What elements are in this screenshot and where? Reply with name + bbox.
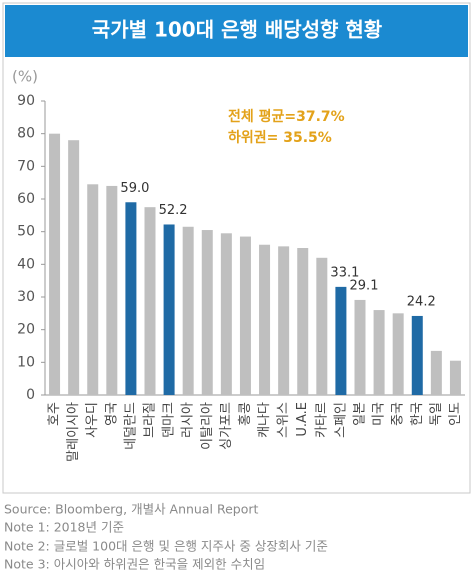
bar bbox=[49, 133, 61, 395]
x-tick-label: 홍콩 bbox=[238, 402, 253, 426]
y-tick-label: 70 bbox=[17, 158, 35, 174]
note: Note 3: 아시아와 하위권은 한국을 제외한 수치임 bbox=[4, 557, 265, 572]
bar bbox=[125, 202, 137, 395]
bar bbox=[144, 207, 156, 395]
bar bbox=[106, 185, 118, 395]
data-label: 24.2 bbox=[407, 294, 436, 309]
bar bbox=[68, 140, 80, 395]
y-tick-label: 20 bbox=[17, 322, 35, 338]
bar bbox=[430, 350, 442, 395]
y-tick-label: 10 bbox=[17, 354, 35, 370]
y-tick-label: 60 bbox=[17, 191, 35, 207]
x-tick-label: 카타르 bbox=[314, 402, 329, 438]
title-bar bbox=[5, 5, 468, 57]
bar bbox=[220, 233, 232, 395]
bar bbox=[316, 257, 328, 395]
x-tick-label: 호주 bbox=[47, 402, 62, 426]
bar bbox=[411, 315, 423, 395]
x-tick-label: 이탈리아 bbox=[200, 402, 215, 450]
x-tick-label: 중국 bbox=[391, 402, 406, 426]
bar bbox=[297, 248, 309, 395]
y-tick-label: 0 bbox=[26, 387, 35, 403]
bar bbox=[335, 286, 347, 395]
bar bbox=[87, 184, 99, 395]
chart-title: 국가별 100대 은행 배당성향 현황 bbox=[92, 18, 383, 42]
chart-frame bbox=[2, 2, 471, 494]
bar bbox=[163, 224, 175, 395]
data-label: 59.0 bbox=[120, 181, 149, 196]
x-tick-label: 덴마크 bbox=[162, 402, 177, 438]
data-label: 29.1 bbox=[350, 278, 379, 293]
y-tick-label: 90 bbox=[17, 93, 35, 109]
bar bbox=[259, 244, 271, 395]
x-tick-label: 인도 bbox=[448, 402, 463, 426]
x-tick-label: 스페인 bbox=[333, 402, 348, 438]
x-tick-label: 러시아 bbox=[181, 402, 196, 438]
bar bbox=[239, 236, 251, 395]
y-tick-label: 80 bbox=[17, 126, 35, 142]
bar bbox=[278, 246, 290, 395]
bar bbox=[201, 230, 213, 395]
x-tick-label: 한국 bbox=[410, 402, 425, 426]
x-tick-label: 캐나다 bbox=[257, 402, 272, 438]
data-label: 33.1 bbox=[330, 265, 359, 280]
x-tick-label: 일본 bbox=[353, 402, 368, 426]
x-tick-label: 독일 bbox=[429, 402, 444, 426]
y-tick-label: 30 bbox=[17, 289, 35, 305]
x-tick-label: 영국 bbox=[104, 402, 119, 426]
x-tick-label: 싱가포르 bbox=[219, 402, 234, 450]
x-tick-label: U.A.E bbox=[295, 402, 310, 437]
x-tick-label: 미국 bbox=[372, 402, 387, 426]
annotation: 전체 평균=37.7% bbox=[228, 108, 345, 125]
note: Note 1: 2018년 기준 bbox=[4, 520, 124, 535]
y-tick-label: 50 bbox=[17, 224, 35, 240]
bar bbox=[354, 299, 366, 395]
bar bbox=[392, 313, 404, 395]
note: Note 2: 글로벌 100대 은행 및 은행 지주사 중 상장회사 기준 bbox=[4, 539, 328, 554]
annotation: 하위권= 35.5% bbox=[228, 129, 332, 146]
x-tick-label: 사우디 bbox=[85, 402, 100, 438]
data-label: 52.2 bbox=[159, 203, 188, 218]
bar bbox=[182, 226, 194, 395]
note: Source: Bloomberg, 개별사 Annual Report bbox=[4, 502, 258, 517]
bar bbox=[373, 310, 385, 395]
x-tick-label: 브라질 bbox=[143, 402, 158, 438]
x-tick-label: 스위스 bbox=[276, 402, 291, 438]
x-tick-label: 말레이시아 bbox=[66, 402, 81, 462]
y-tick-label: 40 bbox=[17, 256, 35, 272]
bar bbox=[449, 360, 461, 395]
y-axis-label: (%) bbox=[12, 68, 38, 86]
x-tick-label: 네덜란드 bbox=[123, 402, 138, 450]
